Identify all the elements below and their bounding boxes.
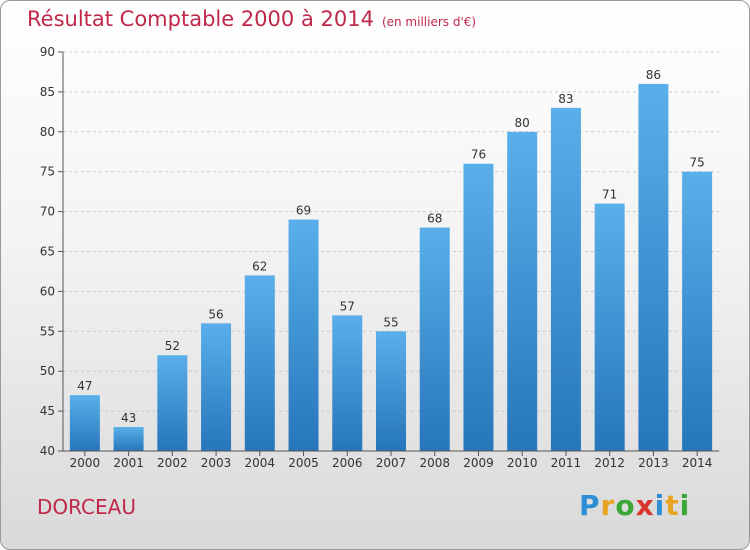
bar: [594, 203, 625, 451]
bar: [682, 171, 713, 451]
y-tick-label: 75: [40, 165, 55, 179]
data-label: 57: [340, 299, 355, 313]
commune-name: DORCEAU: [37, 495, 136, 519]
logo-letter: o: [615, 489, 636, 522]
y-tick-label: 90: [40, 45, 55, 59]
data-label: 47: [77, 379, 92, 393]
bar: [69, 395, 100, 451]
bar: [113, 427, 144, 451]
chart-unit: (en milliers d'€): [381, 15, 477, 29]
y-tick-label: 70: [40, 205, 55, 219]
data-label: 76: [471, 148, 486, 162]
data-label: 71: [602, 188, 617, 202]
y-tick-label: 65: [40, 245, 55, 259]
x-tick-label: 2009: [463, 456, 494, 470]
x-tick-label: 2011: [551, 456, 582, 470]
data-label: 86: [646, 68, 661, 82]
logo-letter: t: [665, 489, 680, 522]
x-tick-label: 2010: [507, 456, 538, 470]
bar: [157, 355, 188, 451]
x-tick-label: 2001: [113, 456, 144, 470]
bar: [332, 315, 363, 451]
y-tick-label: 40: [40, 444, 55, 458]
x-tick-label: 2000: [70, 456, 101, 470]
bar: [288, 219, 319, 451]
x-tick-label: 2007: [376, 456, 407, 470]
bar: [638, 83, 669, 452]
data-label: 80: [515, 116, 530, 130]
y-tick-label: 60: [40, 284, 55, 298]
bar: [376, 331, 406, 451]
bar: [507, 131, 538, 452]
chart-title-text: Résultat Comptable 2000 à 2014: [27, 7, 374, 31]
logo-letter: x: [635, 489, 655, 522]
bar: [419, 227, 450, 451]
data-label: 69: [296, 204, 311, 218]
bar: [550, 107, 581, 452]
data-label: 62: [252, 259, 267, 273]
data-label: 55: [383, 315, 398, 329]
x-tick-label: 2004: [245, 456, 276, 470]
logo-letter: i: [654, 489, 666, 522]
bar: [463, 163, 494, 451]
x-tick-label: 2005: [288, 456, 319, 470]
x-tick-label: 2014: [682, 456, 713, 470]
x-tick-label: 2013: [638, 456, 669, 470]
data-label: 43: [121, 411, 136, 425]
y-tick-label: 85: [40, 85, 55, 99]
y-tick-label: 45: [40, 404, 55, 418]
x-tick-label: 2002: [157, 456, 188, 470]
data-label: 83: [558, 92, 573, 106]
logo-letter: P: [579, 489, 601, 522]
data-label: 75: [689, 156, 704, 170]
y-tick-label: 50: [40, 364, 55, 378]
logo-letter: i: [679, 489, 691, 522]
bar: [201, 323, 232, 451]
y-tick-label: 55: [40, 324, 55, 338]
proxiti-logo: Proxiti: [579, 489, 690, 522]
chart-title: Résultat Comptable 2000 à 2014 (en millie…: [27, 7, 476, 31]
data-label: 52: [165, 339, 180, 353]
x-tick-label: 2003: [201, 456, 232, 470]
bar: [244, 275, 275, 451]
data-label: 56: [208, 307, 223, 321]
x-tick-label: 2012: [594, 456, 625, 470]
logo-letter: r: [600, 489, 616, 522]
x-tick-label: 2008: [419, 456, 450, 470]
data-label: 68: [427, 212, 442, 226]
y-tick-label: 80: [40, 125, 55, 139]
x-tick-label: 2006: [332, 456, 363, 470]
